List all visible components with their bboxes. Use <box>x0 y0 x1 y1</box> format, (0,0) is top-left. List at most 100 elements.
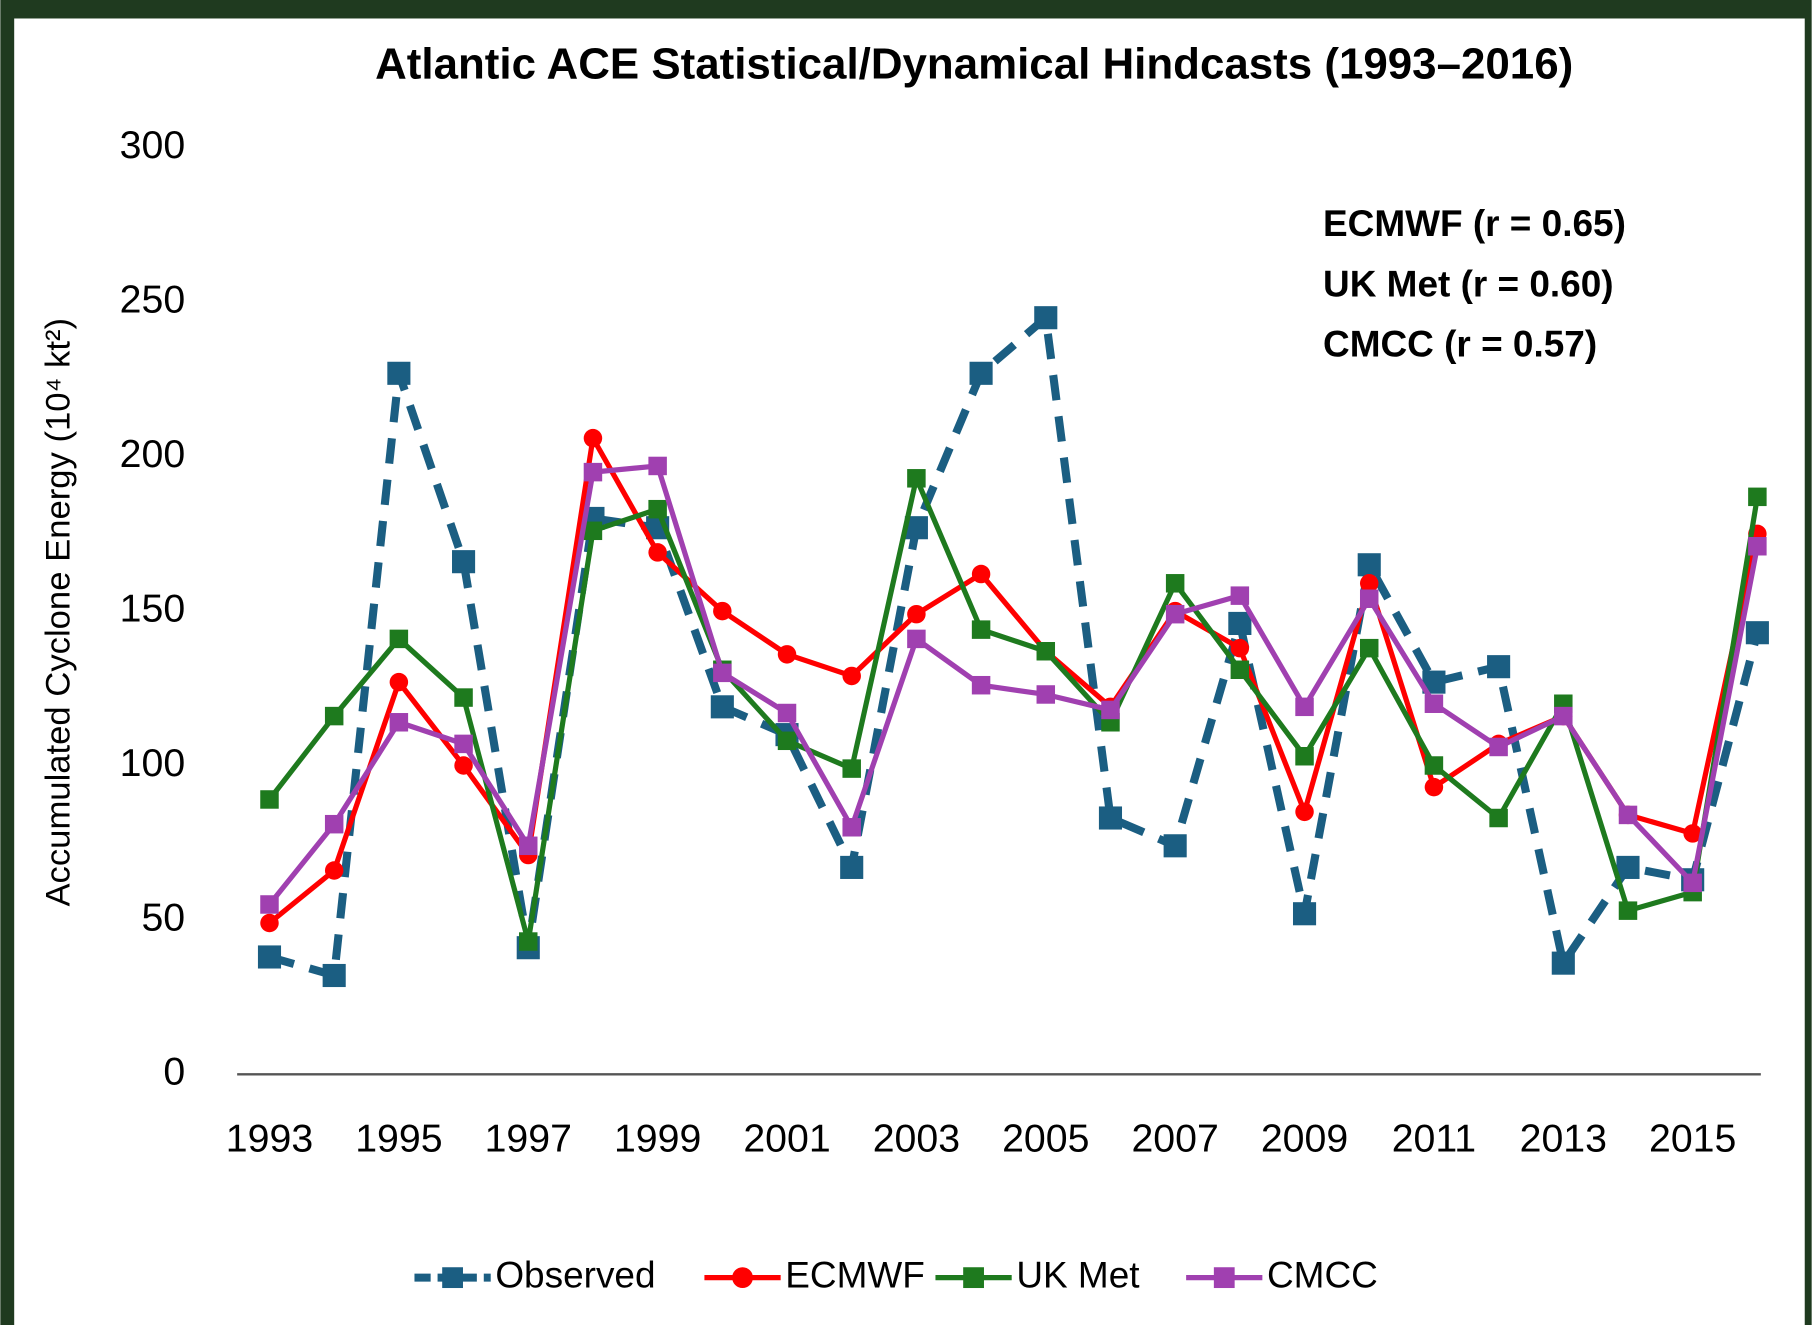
series-line <box>267 463 1760 907</box>
marker <box>1295 746 1314 766</box>
marker <box>1230 638 1250 658</box>
legend-marker <box>732 1267 753 1289</box>
marker <box>713 663 732 683</box>
series-line <box>267 475 1760 945</box>
marker <box>454 688 473 707</box>
marker <box>1101 700 1120 720</box>
legend-label: UK Met <box>1016 1254 1139 1295</box>
x-tick-label: 2005 <box>1002 1117 1089 1161</box>
marker <box>648 499 667 519</box>
marker <box>454 734 473 754</box>
y-tick-label: 100 <box>120 741 186 785</box>
x-tick-label: 1995 <box>355 1117 442 1161</box>
marker <box>1424 756 1444 775</box>
chart-title: Atlantic ACE Statistical/Dynamical Hindc… <box>375 40 1573 89</box>
marker <box>1292 902 1317 926</box>
marker <box>1618 805 1638 825</box>
marker <box>1165 604 1185 624</box>
marker <box>904 516 928 540</box>
marker <box>1036 641 1056 661</box>
marker <box>1230 660 1250 680</box>
marker <box>971 675 991 695</box>
x-tick-label: 2003 <box>873 1117 960 1161</box>
legend-marker <box>442 1267 463 1289</box>
series-line <box>268 313 1762 980</box>
marker <box>1295 697 1314 717</box>
marker <box>1034 306 1058 330</box>
marker <box>583 521 603 541</box>
marker <box>452 550 476 574</box>
marker <box>1359 589 1379 608</box>
marker <box>648 456 667 476</box>
marker <box>1424 694 1444 713</box>
marker <box>710 695 734 719</box>
marker <box>1422 670 1446 694</box>
marker <box>1165 574 1185 593</box>
marker <box>907 469 926 488</box>
marker <box>1683 824 1702 843</box>
marker <box>1748 487 1767 507</box>
marker <box>971 564 991 584</box>
marker <box>1683 873 1702 893</box>
x-tick-label: 2007 <box>1131 1117 1218 1161</box>
marker <box>969 361 993 385</box>
marker <box>842 759 861 778</box>
marker <box>519 932 538 951</box>
marker <box>389 672 409 692</box>
marker <box>1359 638 1379 658</box>
marker <box>519 836 538 856</box>
marker <box>1748 537 1767 556</box>
marker <box>1551 951 1575 975</box>
y-tick-label: 300 <box>120 123 186 167</box>
marker <box>583 462 603 482</box>
marker <box>713 601 732 621</box>
annotation: CMCC (r = 0.57) <box>1323 323 1597 364</box>
marker <box>583 428 603 448</box>
marker <box>842 818 861 837</box>
marker <box>1228 611 1252 635</box>
marker <box>1616 855 1640 879</box>
marker <box>1098 806 1123 830</box>
y-tick-label: 150 <box>120 586 186 630</box>
y-axis-label: Accumulated Cyclone Energy (10⁴ kt²) <box>40 318 78 907</box>
x-tick-label: 1999 <box>614 1117 701 1161</box>
legend-label: Observed <box>495 1254 655 1295</box>
marker <box>389 713 409 732</box>
annotation: UK Met (r = 0.60) <box>1323 263 1614 304</box>
marker <box>1745 621 1769 645</box>
legend-marker <box>963 1267 984 1289</box>
y-tick-label: 250 <box>120 278 186 322</box>
marker <box>387 361 411 385</box>
x-tick-label: 1997 <box>485 1117 572 1161</box>
marker <box>1487 655 1511 679</box>
marker <box>260 895 279 914</box>
marker <box>1230 586 1250 605</box>
y-tick-label: 50 <box>141 895 185 939</box>
marker <box>260 790 279 809</box>
x-tick-label: 2009 <box>1261 1117 1348 1161</box>
marker <box>777 703 797 723</box>
marker <box>1163 834 1187 858</box>
marker <box>971 620 991 639</box>
marker <box>648 543 667 562</box>
marker <box>1036 685 1056 704</box>
x-tick-label: 2011 <box>1392 1117 1476 1161</box>
marker <box>260 913 279 933</box>
marker <box>324 814 344 834</box>
x-tick-label: 1993 <box>226 1117 313 1161</box>
marker <box>1489 737 1508 757</box>
legend-marker <box>1213 1267 1235 1289</box>
marker <box>1424 777 1444 797</box>
x-tick-label: 2013 <box>1520 1117 1607 1161</box>
marker <box>257 945 282 969</box>
marker <box>1489 808 1508 828</box>
marker <box>1359 574 1379 593</box>
marker <box>777 731 797 751</box>
marker <box>1554 706 1573 726</box>
y-tick-label: 200 <box>120 432 186 476</box>
marker <box>840 855 864 879</box>
legend-label: CMCC <box>1267 1254 1378 1295</box>
marker <box>907 604 926 624</box>
legend-label: ECMWF <box>785 1254 925 1295</box>
